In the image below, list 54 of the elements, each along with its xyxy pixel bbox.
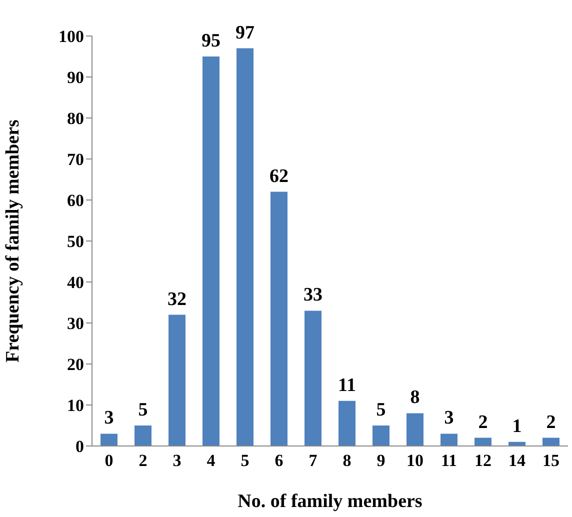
x-tick-label: 10 <box>406 451 424 470</box>
bar <box>372 426 390 446</box>
x-axis-title: No. of family members <box>238 491 422 512</box>
x-tick-label: 8 <box>342 451 352 470</box>
x-tick-label: 7 <box>308 451 318 470</box>
x-tick-label: 0 <box>104 451 114 470</box>
y-tick-label: 40 <box>67 273 84 292</box>
data-label: 8 <box>410 387 420 408</box>
x-tick-label: 9 <box>376 451 386 470</box>
x-tick-label: 15 <box>542 451 560 470</box>
data-label: 97 <box>236 22 255 44</box>
bar <box>406 413 424 446</box>
bar <box>304 310 322 446</box>
x-tick-label: 2 <box>138 451 148 470</box>
y-tick-label: 30 <box>67 314 84 334</box>
x-tick-label: 3 <box>172 451 182 470</box>
data-label: 33 <box>304 284 322 306</box>
x-tick-label: 11 <box>440 451 458 470</box>
x-tick-label: 6 <box>274 451 284 470</box>
y-tick-label: 10 <box>67 396 84 416</box>
y-tick-label: 50 <box>67 232 84 252</box>
y-tick-label: 0 <box>76 437 84 456</box>
bar <box>100 434 118 446</box>
x-tick-label: 14 <box>508 451 526 470</box>
x-tick-label: 5 <box>240 451 250 470</box>
x-tick-label: 4 <box>206 451 216 470</box>
x-tick-label: 12 <box>474 451 492 470</box>
bar <box>168 314 186 446</box>
data-label: 3 <box>104 408 114 429</box>
data-label: 2 <box>478 412 488 433</box>
data-label: 5 <box>376 400 386 420</box>
data-label: 11 <box>338 374 356 396</box>
bar <box>134 426 152 446</box>
bar <box>440 434 458 446</box>
y-tick-label: 100 <box>58 27 84 46</box>
data-label: 62 <box>270 166 288 187</box>
data-label: 95 <box>202 30 220 52</box>
bar <box>474 438 492 446</box>
bar <box>270 192 288 446</box>
y-tick-label: 20 <box>67 355 84 374</box>
data-label: 3 <box>444 408 454 429</box>
data-label: 2 <box>546 412 556 433</box>
y-tick-label: 90 <box>67 68 84 88</box>
bar <box>202 56 220 446</box>
data-label: 1 <box>512 416 522 437</box>
y-tick-label: 60 <box>67 191 84 210</box>
bar <box>542 438 560 446</box>
data-label: 32 <box>168 288 186 310</box>
data-label: 5 <box>138 400 148 420</box>
bar <box>338 400 356 446</box>
y-tick-label: 80 <box>67 109 84 128</box>
bar <box>236 48 254 446</box>
y-tick-label: 70 <box>67 150 84 170</box>
y-axis-title: Frequency of family members <box>2 120 24 362</box>
